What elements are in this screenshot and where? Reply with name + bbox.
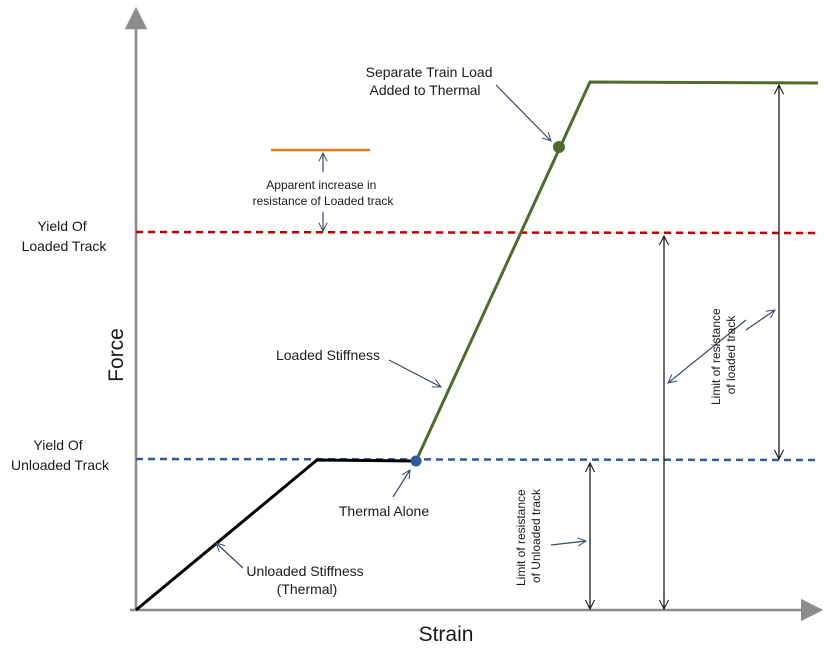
- train-load-pointer: [495, 84, 551, 141]
- train-load-point: [553, 141, 565, 153]
- x-axis-label: Strain: [419, 623, 474, 646]
- thermal-alone-point: [410, 455, 422, 467]
- unloaded-yield-line: [135, 457, 819, 462]
- apparent-increase-label: Apparent increase in resistance of Loade…: [253, 178, 395, 208]
- thermal-alone-pointer: [392, 470, 410, 498]
- y-axis-label: Force: [105, 328, 128, 382]
- thermal-alone-label: Thermal Alone: [339, 503, 429, 519]
- limit-loaded-label: Limit of resistance of loaded track: [709, 305, 738, 405]
- unloaded-stiffness-curve: [135, 458, 417, 612]
- loaded-yield-label: Yield Of Loaded Track: [22, 218, 108, 254]
- loaded-stiffness-curve: [414, 80, 819, 462]
- separate-train-load-label: Separate Train Load Added to Thermal: [366, 64, 497, 98]
- loaded-stiffness-pointer: [388, 359, 441, 388]
- unloaded-stiffness-label: Unloaded Stiffness (Thermal): [246, 563, 367, 597]
- limit-loaded-pointer: [668, 319, 747, 383]
- limit-loaded-pointer-right: [745, 310, 775, 331]
- unloaded-yield-label: Yield Of Unloaded Track: [11, 437, 110, 473]
- limit-unloaded-pointer: [550, 541, 586, 545]
- unloaded-stiffness-pointer: [216, 543, 244, 569]
- loaded-yield-line: [135, 230, 819, 235]
- loaded-stiffness-label: Loaded Stiffness: [276, 347, 380, 363]
- limit-unloaded-label: Limit of resistance of Unloaded track: [514, 486, 543, 586]
